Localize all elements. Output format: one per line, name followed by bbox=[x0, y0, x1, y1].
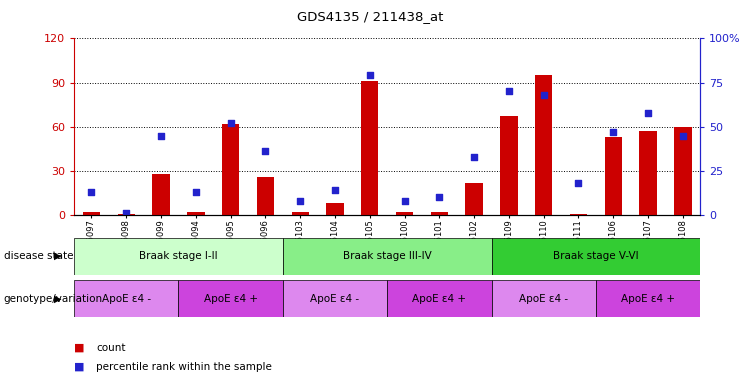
Bar bbox=[256, 177, 274, 215]
Point bbox=[503, 88, 515, 94]
Text: disease state: disease state bbox=[4, 251, 73, 261]
Point bbox=[608, 129, 619, 135]
Text: ■: ■ bbox=[74, 362, 84, 372]
Text: ■: ■ bbox=[74, 343, 84, 353]
Point bbox=[364, 73, 376, 79]
Bar bbox=[361, 81, 379, 215]
Bar bbox=[491, 280, 596, 317]
Text: Braak stage V-VI: Braak stage V-VI bbox=[553, 251, 639, 262]
Bar bbox=[674, 127, 691, 215]
Text: ▶: ▶ bbox=[54, 251, 62, 261]
Bar bbox=[83, 212, 100, 215]
Bar bbox=[283, 280, 387, 317]
Bar bbox=[153, 174, 170, 215]
Point bbox=[155, 132, 167, 139]
Text: ApoE ε4 +: ApoE ε4 + bbox=[412, 293, 466, 304]
Bar bbox=[465, 183, 483, 215]
Text: count: count bbox=[96, 343, 126, 353]
Bar bbox=[187, 212, 205, 215]
Bar bbox=[535, 75, 552, 215]
Point bbox=[399, 198, 411, 204]
Text: ApoE ε4 +: ApoE ε4 + bbox=[204, 293, 258, 304]
Point bbox=[573, 180, 585, 186]
Bar bbox=[74, 280, 179, 317]
Point bbox=[259, 148, 271, 154]
Point bbox=[294, 198, 306, 204]
Bar bbox=[491, 238, 700, 275]
Point bbox=[120, 210, 132, 216]
Bar bbox=[387, 280, 491, 317]
Text: ApoE ε4 -: ApoE ε4 - bbox=[310, 293, 359, 304]
Point bbox=[85, 189, 97, 195]
Bar bbox=[500, 116, 518, 215]
Text: ApoE ε4 -: ApoE ε4 - bbox=[519, 293, 568, 304]
Bar bbox=[179, 280, 283, 317]
Bar bbox=[291, 212, 309, 215]
Text: percentile rank within the sample: percentile rank within the sample bbox=[96, 362, 272, 372]
Point bbox=[538, 92, 550, 98]
Text: genotype/variation: genotype/variation bbox=[4, 294, 103, 304]
Bar bbox=[570, 214, 587, 215]
Bar bbox=[283, 238, 491, 275]
Bar bbox=[431, 212, 448, 215]
Bar bbox=[605, 137, 622, 215]
Point bbox=[433, 194, 445, 200]
Text: ApoE ε4 +: ApoE ε4 + bbox=[621, 293, 675, 304]
Bar bbox=[118, 214, 135, 215]
Text: ApoE ε4 -: ApoE ε4 - bbox=[102, 293, 151, 304]
Point bbox=[329, 187, 341, 194]
Point bbox=[468, 154, 480, 160]
Text: GDS4135 / 211438_at: GDS4135 / 211438_at bbox=[297, 10, 444, 23]
Point bbox=[642, 109, 654, 116]
Bar bbox=[222, 124, 239, 215]
Point bbox=[225, 120, 236, 126]
Text: Braak stage III-IV: Braak stage III-IV bbox=[343, 251, 431, 262]
Bar bbox=[74, 238, 283, 275]
Point bbox=[190, 189, 202, 195]
Bar bbox=[596, 280, 700, 317]
Bar bbox=[396, 212, 413, 215]
Text: Braak stage I-II: Braak stage I-II bbox=[139, 251, 218, 262]
Bar bbox=[639, 131, 657, 215]
Point bbox=[677, 132, 689, 139]
Bar bbox=[326, 203, 344, 215]
Text: ▶: ▶ bbox=[54, 294, 62, 304]
